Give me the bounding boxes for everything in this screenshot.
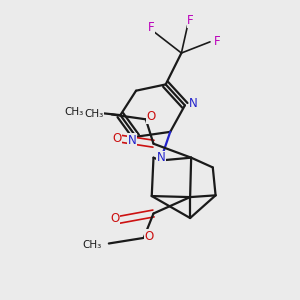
Text: O: O <box>146 110 156 123</box>
Text: CH₃: CH₃ <box>64 106 84 117</box>
Text: O: O <box>112 132 122 145</box>
Text: N: N <box>189 97 198 110</box>
Text: CH₃: CH₃ <box>85 109 104 119</box>
Text: O: O <box>110 212 120 225</box>
Text: F: F <box>147 21 154 34</box>
Text: CH₃: CH₃ <box>82 240 101 250</box>
Text: N: N <box>128 134 136 147</box>
Text: O: O <box>144 230 154 243</box>
Text: F: F <box>214 35 221 48</box>
Text: F: F <box>187 14 194 27</box>
Text: N: N <box>157 151 166 164</box>
